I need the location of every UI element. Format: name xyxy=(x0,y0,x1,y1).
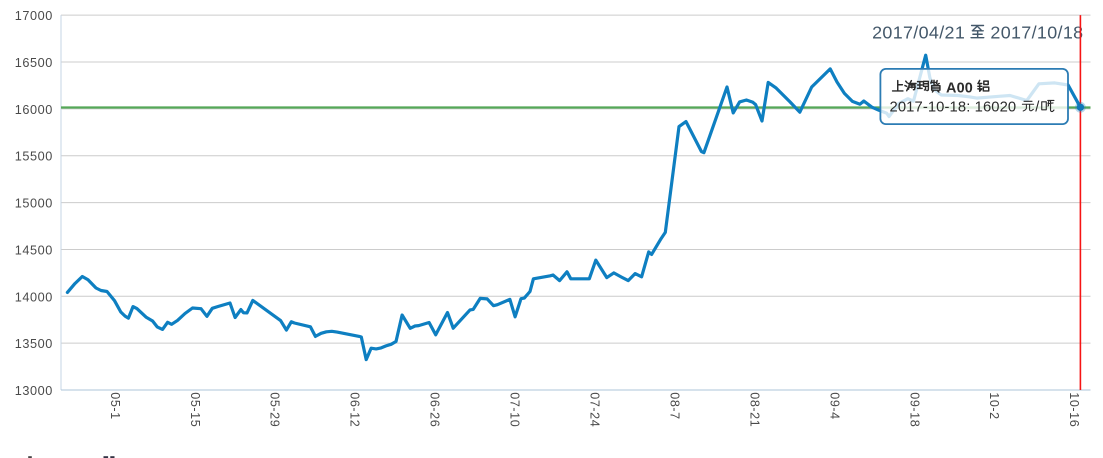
svg-text:2017/04/21: 2017/04/21 xyxy=(872,23,965,43)
svg-text:08-21: 08-21 xyxy=(747,392,761,427)
svg-text:2017-10-18: 16020: 2017-10-18: 16020 xyxy=(890,100,1017,116)
svg-text:16500: 16500 xyxy=(15,56,53,70)
svg-text:06-26: 06-26 xyxy=(428,392,442,427)
svg-text:05-1: 05-1 xyxy=(108,392,122,419)
svg-text:14000: 14000 xyxy=(15,290,53,304)
svg-text:09-18: 09-18 xyxy=(907,392,921,427)
svg-text:07-24: 07-24 xyxy=(588,392,602,427)
svg-text:14500: 14500 xyxy=(15,243,53,257)
svg-text:05-15: 05-15 xyxy=(188,392,202,427)
svg-text:15000: 15000 xyxy=(15,197,53,211)
svg-text:13000: 13000 xyxy=(15,384,53,398)
svg-text:17000: 17000 xyxy=(15,9,53,23)
svg-text:A00: A00 xyxy=(946,80,973,96)
svg-text:/: / xyxy=(1035,100,1040,116)
svg-text:13500: 13500 xyxy=(15,337,53,351)
svg-text:05-29: 05-29 xyxy=(268,392,282,427)
svg-text:2017/10/18: 2017/10/18 xyxy=(990,23,1083,43)
svg-text:06-12: 06-12 xyxy=(348,392,362,427)
svg-text:09-4: 09-4 xyxy=(827,392,841,419)
svg-text:16000: 16000 xyxy=(15,103,53,117)
svg-text:15500: 15500 xyxy=(15,150,53,164)
svg-text:10-2: 10-2 xyxy=(987,392,1001,419)
svg-text:08-7: 08-7 xyxy=(668,392,682,419)
svg-text:10-16: 10-16 xyxy=(1067,392,1081,427)
svg-text:07-10: 07-10 xyxy=(508,392,522,427)
